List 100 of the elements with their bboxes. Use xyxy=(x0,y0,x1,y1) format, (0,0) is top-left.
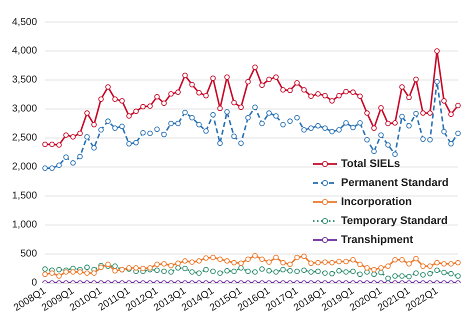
point xyxy=(175,120,181,126)
point xyxy=(448,270,454,276)
point xyxy=(294,254,300,260)
y-tick-label: 2,500 xyxy=(12,132,38,144)
point xyxy=(42,165,48,171)
point xyxy=(140,266,146,272)
y-tick-label: 1,500 xyxy=(12,190,38,202)
point xyxy=(413,110,419,116)
point xyxy=(217,106,223,112)
point xyxy=(441,128,447,134)
point xyxy=(427,270,433,276)
point xyxy=(217,140,223,146)
point xyxy=(154,262,160,268)
point xyxy=(343,258,349,264)
point xyxy=(259,266,265,272)
point xyxy=(448,111,454,117)
point xyxy=(77,130,83,136)
point xyxy=(378,270,384,276)
point xyxy=(441,98,447,104)
point xyxy=(203,128,209,134)
point xyxy=(140,130,146,136)
point xyxy=(427,263,433,269)
point xyxy=(406,261,412,267)
point xyxy=(315,123,321,129)
point xyxy=(343,120,349,126)
y-tick-label: 0 xyxy=(31,278,38,289)
point xyxy=(392,273,398,279)
point xyxy=(147,103,153,109)
point xyxy=(273,254,279,260)
point xyxy=(357,93,363,99)
point xyxy=(434,260,440,266)
point xyxy=(287,262,293,268)
point xyxy=(42,272,48,278)
point xyxy=(70,269,76,275)
point xyxy=(189,82,195,88)
point xyxy=(259,256,265,262)
point xyxy=(224,74,230,80)
point xyxy=(112,96,118,102)
point xyxy=(441,270,447,276)
point xyxy=(455,273,461,279)
point xyxy=(203,92,209,98)
point xyxy=(329,260,335,266)
point xyxy=(385,120,391,126)
point xyxy=(182,266,188,272)
point xyxy=(77,269,83,275)
point xyxy=(413,270,419,276)
point xyxy=(357,262,363,268)
point xyxy=(154,94,160,100)
point xyxy=(280,266,286,272)
point xyxy=(56,162,62,168)
point xyxy=(231,268,237,274)
legend-label: Total SIELs xyxy=(341,158,400,170)
point xyxy=(350,89,356,95)
point xyxy=(98,127,104,133)
point xyxy=(301,127,307,133)
point xyxy=(378,265,384,271)
point xyxy=(392,257,398,263)
point xyxy=(322,259,328,265)
point xyxy=(91,122,97,128)
point xyxy=(84,110,90,116)
point xyxy=(294,268,300,274)
point xyxy=(322,125,328,131)
point xyxy=(245,78,251,84)
point xyxy=(434,78,440,84)
point xyxy=(308,93,314,99)
point xyxy=(434,48,440,54)
point xyxy=(266,268,272,274)
point xyxy=(301,87,307,93)
point xyxy=(343,269,349,275)
y-tick-label: 4,000 xyxy=(12,46,38,57)
point xyxy=(182,258,188,264)
point xyxy=(413,256,419,262)
y-tick-label: 3,000 xyxy=(12,104,38,115)
point xyxy=(189,114,195,120)
point xyxy=(175,260,181,266)
point xyxy=(175,265,181,271)
point xyxy=(42,142,48,148)
point xyxy=(126,113,132,119)
point xyxy=(56,273,62,279)
legend-label: Transhipment xyxy=(341,234,414,246)
point xyxy=(350,124,356,130)
point xyxy=(350,268,356,274)
point xyxy=(175,89,181,95)
point xyxy=(315,91,321,97)
point xyxy=(315,268,321,274)
point xyxy=(427,110,433,116)
point xyxy=(441,261,447,267)
point xyxy=(49,165,55,171)
point xyxy=(91,145,97,151)
point xyxy=(133,108,139,114)
point xyxy=(196,122,202,128)
point xyxy=(196,258,202,264)
point xyxy=(231,133,237,139)
point xyxy=(308,125,314,131)
point xyxy=(161,268,167,274)
point xyxy=(224,268,230,274)
point xyxy=(252,104,258,110)
point xyxy=(154,267,160,273)
point xyxy=(336,258,342,264)
point xyxy=(322,270,328,276)
